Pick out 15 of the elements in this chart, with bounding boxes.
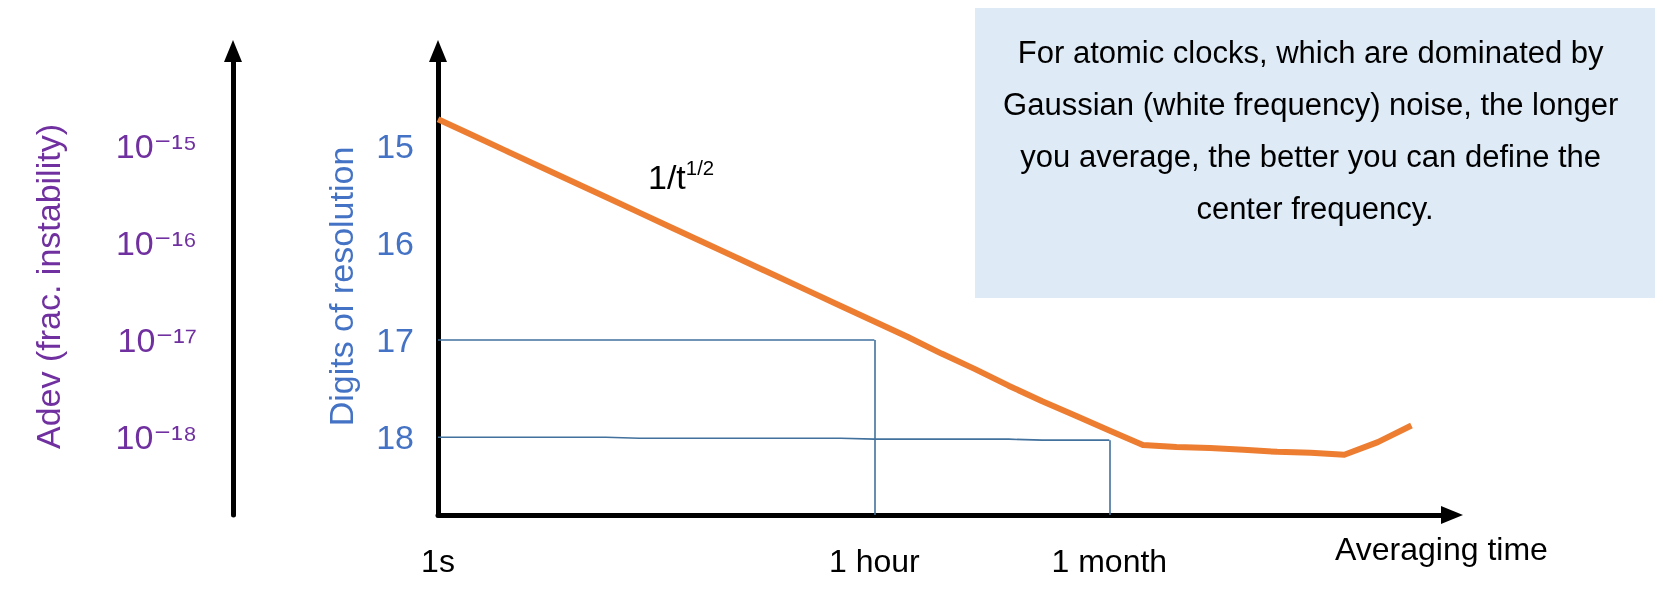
y-tick-label: 18 — [376, 418, 414, 457]
text: 10⁻¹⁵ — [115, 126, 197, 165]
x-tick-label: 1s — [421, 543, 455, 579]
text: 10⁻¹⁷ — [117, 320, 197, 359]
y-tick-label: 16 — [376, 223, 414, 262]
y-axis-title: Digits of resolution — [322, 146, 360, 427]
annotation: For atomic clocks, which are dominated by Gaussian (white frequency) noise, the longer you average, the better you can define the center frequency. — [1003, 34, 1627, 226]
text: 10⁻¹⁸ — [115, 418, 197, 457]
text: 10⁻¹⁶ — [115, 223, 197, 262]
y-tick-label: 17 — [376, 320, 414, 359]
x-axis-title: Averaging time — [1335, 531, 1548, 567]
y-tick-label: 15 — [376, 126, 414, 165]
x-tick-label: 1 hour — [829, 543, 921, 579]
text: Adev (frac. instability) — [29, 124, 67, 449]
x-tick-label: 1 month — [1051, 543, 1168, 579]
